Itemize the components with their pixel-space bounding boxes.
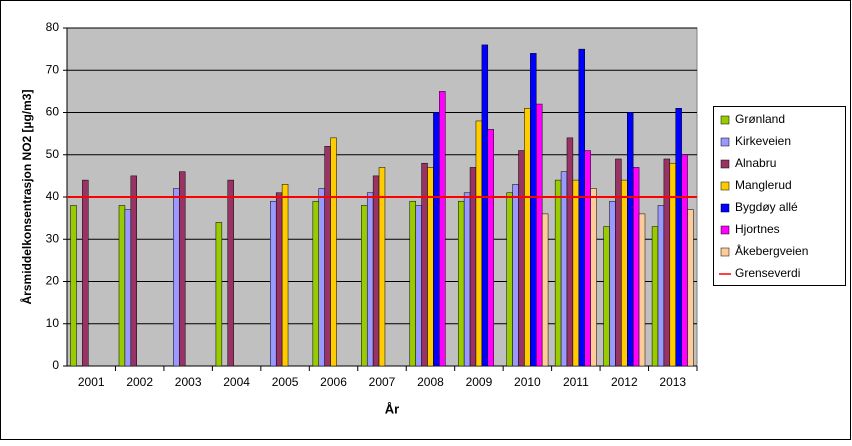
bar [312, 200, 320, 367]
y-tick-label: 80 [46, 20, 60, 34]
y-tick-label: 10 [46, 316, 60, 330]
x-tick-label: 2007 [369, 375, 396, 389]
bar [70, 205, 77, 367]
legend-label: Manglerud [735, 178, 792, 192]
bar [227, 179, 234, 367]
bar [481, 44, 489, 367]
x-tick-label: 2001 [78, 375, 105, 389]
bar [512, 184, 519, 367]
bar [361, 205, 368, 367]
bar [378, 167, 386, 367]
bar [421, 162, 428, 367]
bar [506, 192, 513, 367]
x-tick-label: 2002 [126, 375, 153, 389]
legend-swatch [720, 181, 730, 191]
bar [603, 226, 610, 367]
y-tick-label: 30 [46, 231, 60, 245]
bar [318, 188, 325, 367]
bar [657, 205, 665, 367]
bar [118, 205, 126, 367]
bar [584, 150, 591, 367]
x-tick-label: 2010 [514, 375, 541, 389]
x-tick-label: 2011 [563, 375, 589, 389]
y-tick-label: 70 [46, 62, 60, 76]
y-tick-label: 50 [46, 147, 60, 161]
bar [463, 192, 471, 367]
bar [638, 213, 646, 367]
bar [541, 213, 549, 367]
bar [409, 200, 416, 367]
bar [524, 108, 531, 367]
x-tick-label: 2013 [659, 375, 686, 389]
legend-swatch [720, 203, 730, 213]
bar [566, 137, 574, 367]
bar [433, 112, 440, 367]
bar [82, 179, 89, 367]
x-tick-label: 2012 [611, 375, 638, 389]
y-tick-label: 60 [46, 105, 60, 119]
x-tick-label: 2003 [175, 375, 202, 389]
legend-label: Kirkeveien [735, 134, 791, 148]
bar [179, 171, 186, 367]
bar [590, 188, 597, 367]
bar [554, 179, 562, 367]
legend-label: Grenseverdi [735, 266, 800, 280]
bar [366, 192, 374, 367]
legend [713, 106, 846, 286]
bar [621, 179, 628, 367]
x-tick-label: 2009 [466, 375, 493, 389]
bar [681, 154, 688, 367]
legend-label: Bygdøy allé [735, 200, 798, 214]
y-tick-label: 20 [46, 274, 60, 288]
y-axis-title: Årsmiddelkonsentrasjon NO2 [µg/m3] [19, 90, 34, 305]
bar [330, 137, 337, 367]
bar [415, 205, 422, 367]
bar [475, 120, 483, 367]
bar [215, 222, 223, 367]
bar [281, 184, 289, 367]
bar [669, 162, 676, 367]
y-tick-label: 40 [46, 189, 60, 203]
legend-swatch [720, 159, 730, 169]
bar [518, 150, 525, 367]
x-axis-title: År [385, 401, 399, 416]
bar [487, 129, 494, 367]
bar [275, 192, 283, 367]
bar [663, 158, 671, 367]
bar [675, 108, 682, 367]
legend-swatch [720, 225, 730, 235]
legend-label: Hjortnes [735, 222, 780, 236]
bar [615, 158, 622, 367]
bar [372, 175, 380, 367]
legend-label: Åkebergveien [735, 243, 808, 258]
bar [572, 179, 580, 367]
legend-swatch [720, 115, 730, 125]
legend-label: Grønland [735, 112, 785, 126]
bar [578, 48, 585, 367]
legend-label: Alnabru [735, 156, 776, 170]
bar [124, 209, 132, 367]
bar [270, 200, 277, 367]
bar [687, 209, 694, 367]
legend-swatch [720, 137, 730, 147]
bar [324, 146, 331, 367]
bar [627, 112, 634, 367]
x-tick-label: 2004 [223, 375, 250, 389]
bar [173, 188, 180, 367]
x-tick-label: 2008 [417, 375, 444, 389]
bar [560, 171, 568, 367]
x-tick-label: 2005 [272, 375, 299, 389]
bar [535, 103, 543, 367]
bar [457, 200, 465, 367]
bar [130, 175, 137, 367]
bar [530, 53, 537, 367]
bar [439, 91, 446, 367]
legend-swatch [720, 247, 730, 257]
bar [651, 226, 659, 367]
bar [609, 200, 616, 367]
y-tick-label: 0 [52, 358, 59, 372]
x-tick-label: 2006 [320, 375, 347, 389]
